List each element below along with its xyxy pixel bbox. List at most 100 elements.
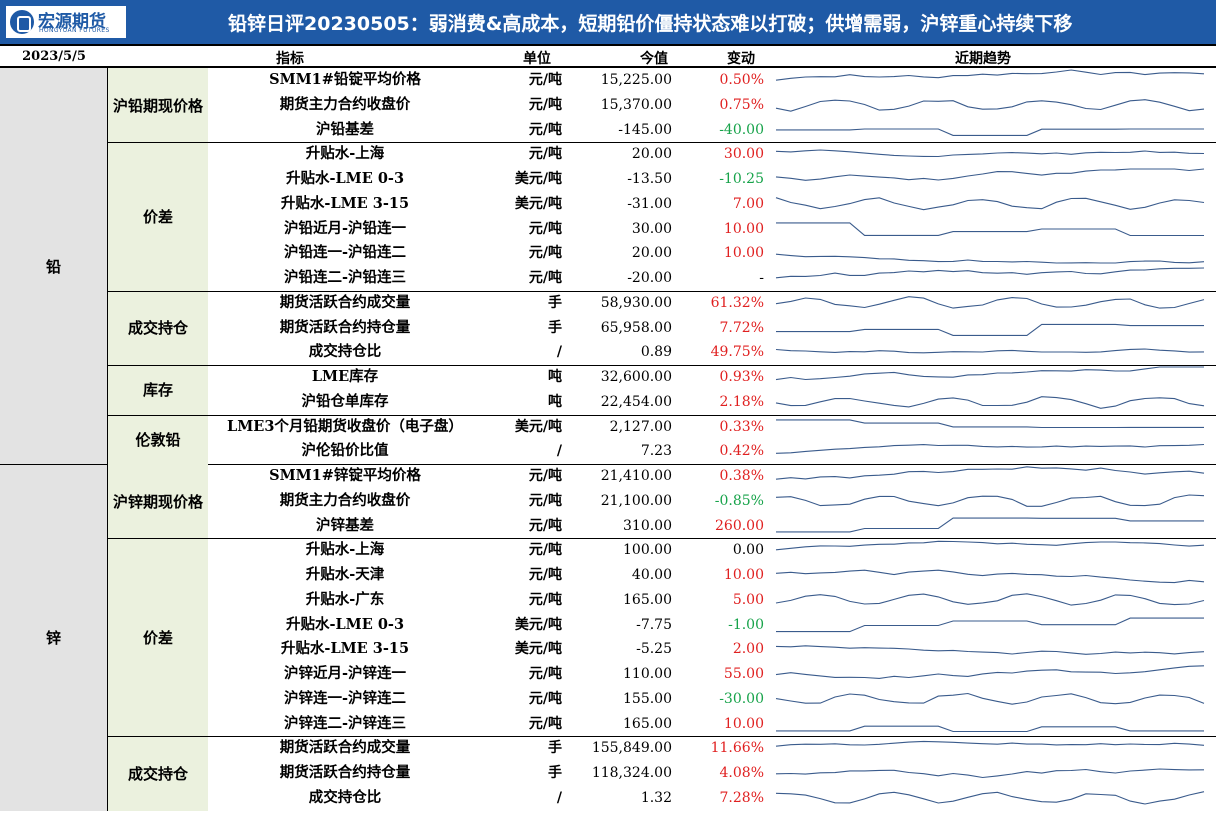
sparkline-path — [776, 323, 1204, 336]
trend-sparkline — [775, 168, 1205, 181]
change-cell: 0.38% — [719, 468, 764, 484]
trend-sparkline — [775, 790, 1205, 805]
value-cell: 7.23 — [640, 443, 672, 460]
group-divider — [108, 365, 1216, 366]
indicator-cell: 沪铅连一-沪铅连二 — [283, 245, 407, 262]
indicator-cell: 升贴水-LME 3-15 — [280, 194, 410, 212]
value-cell: 21,100.00 — [600, 492, 672, 509]
value-cell: 118,324.00 — [591, 765, 672, 781]
report-title: 铅锌日评20230505：弱消费&高成本，短期铅价僵持状态难以打破；供增需弱，沪… — [228, 13, 1073, 35]
value-cell: -31.00 — [627, 195, 672, 212]
value-cell: 21,410.00 — [600, 468, 672, 484]
unit-cell: / — [556, 443, 562, 460]
value-cell: 100.00 — [623, 542, 672, 559]
trend-sparkline — [775, 692, 1205, 705]
group-label: 库存 — [108, 365, 208, 415]
indicator-cell: 沪锌基差 — [316, 517, 374, 534]
trend-sparkline — [775, 196, 1205, 211]
value-cell: 40.00 — [631, 567, 672, 583]
sparkline-path — [775, 494, 1205, 507]
unit-cell: 美元/吨 — [514, 641, 562, 658]
group-label: 伦敦铅 — [108, 414, 208, 464]
change-cell: 10.00 — [723, 220, 764, 237]
unit-cell: 手 — [548, 319, 562, 336]
sparkline-path — [776, 221, 1204, 236]
table-header: 2023/5/5 指标 单位 今值 变动 近期趋势 — [0, 44, 1216, 68]
company-logo: 宏源期货 HONGYUAN FUTURES — [6, 6, 126, 38]
indicator-cell: 期货活跃合约成交量 — [279, 740, 411, 757]
trend-sparkline — [776, 418, 1204, 428]
trend-sparkline — [776, 617, 1204, 632]
sparkline-path — [776, 418, 1204, 428]
trend-sparkline — [775, 645, 1205, 656]
group-divider — [108, 736, 1216, 738]
group-divider — [108, 414, 1216, 416]
trend-sparkline — [775, 295, 1205, 309]
group-divider — [108, 142, 1216, 144]
trend-sparkline — [775, 592, 1205, 606]
sparkline-path — [775, 692, 1205, 705]
change-cell: -1.00 — [728, 616, 764, 633]
value-cell: 0.89 — [640, 344, 672, 361]
section-label: 铅 — [0, 68, 108, 464]
indicator-cell: SMM1#锌锭平均价格 — [269, 467, 421, 484]
value-cell: 155.00 — [623, 690, 672, 707]
report-header: 宏源期货 HONGYUAN FUTURES 铅锌日评20230505：弱消费&高… — [0, 0, 1216, 44]
value-cell: -13.50 — [627, 171, 672, 187]
change-cell: 10.00 — [723, 567, 764, 583]
unit-cell: 元/吨 — [528, 517, 562, 534]
sparkline-path — [775, 540, 1205, 551]
trend-sparkline — [775, 494, 1205, 507]
change-cell: 10.00 — [723, 245, 764, 262]
trend-sparkline — [775, 395, 1205, 409]
change-cell: 11.66% — [710, 740, 764, 757]
change-cell: - — [759, 270, 764, 286]
change-cell: 0.00 — [732, 542, 764, 559]
indicator-cell: 沪铅基差 — [316, 121, 374, 138]
value-cell: 15,225.00 — [600, 72, 672, 88]
change-cell: 0.75% — [719, 96, 764, 113]
sparkline-path — [775, 645, 1205, 656]
change-cell: 7.00 — [732, 195, 764, 212]
indicator-cell: 升贴水-LME 0-3 — [285, 170, 405, 187]
trend-sparkline — [775, 253, 1205, 264]
unit-cell: 元/吨 — [528, 666, 562, 682]
group-label: 沪锌期现价格 — [108, 464, 208, 539]
indicator-cell: 升贴水-上海 — [305, 146, 385, 163]
sparkline-path — [775, 267, 1205, 279]
indicator-cell: 沪锌连一-沪锌连二 — [283, 690, 407, 707]
indicator-cell: 沪锌连二-沪锌连三 — [283, 715, 407, 732]
value-cell: 58,930.00 — [600, 294, 672, 311]
unit-cell: / — [556, 789, 562, 806]
col-indicator: 指标 — [276, 51, 304, 67]
value-cell: 22,454.00 — [600, 393, 672, 410]
value-cell: 20.00 — [631, 146, 672, 163]
indicator-cell: 沪铅仓单库存 — [301, 393, 389, 410]
unit-cell: 美元/吨 — [514, 195, 562, 212]
indicator-cell: SMM1#铅锭平均价格 — [269, 71, 421, 88]
indicator-cell: 期货活跃合约成交量 — [279, 294, 411, 311]
sparkline-path — [775, 69, 1205, 81]
unit-cell: 元/吨 — [528, 591, 562, 608]
change-cell: 55.00 — [723, 666, 764, 682]
sparkline-path — [775, 253, 1205, 264]
col-change: 变动 — [727, 51, 755, 67]
group-label: 沪铅期现价格 — [108, 68, 208, 143]
indicator-cell: 升贴水-LME 3-15 — [280, 640, 410, 658]
trend-sparkline — [775, 267, 1205, 279]
value-cell: 20.00 — [631, 245, 672, 262]
unit-cell: 手 — [548, 740, 562, 757]
indicator-cell: 升贴水-广东 — [305, 591, 385, 608]
unit-cell: / — [556, 344, 562, 361]
unit-cell: 元/吨 — [528, 72, 562, 88]
sparkline-path — [776, 725, 1204, 732]
indicator-cell: 沪伦铅价比值 — [301, 443, 389, 460]
trend-sparkline — [775, 741, 1205, 747]
unit-cell: 美元/吨 — [514, 616, 562, 633]
sparkline-path — [775, 466, 1205, 480]
indicator-cell: 沪锌近月-沪锌连一 — [283, 666, 407, 682]
change-cell: 0.93% — [719, 369, 764, 385]
value-cell: 1.32 — [640, 789, 672, 806]
sparkline-path — [775, 592, 1205, 606]
change-cell: 0.50% — [719, 72, 764, 88]
